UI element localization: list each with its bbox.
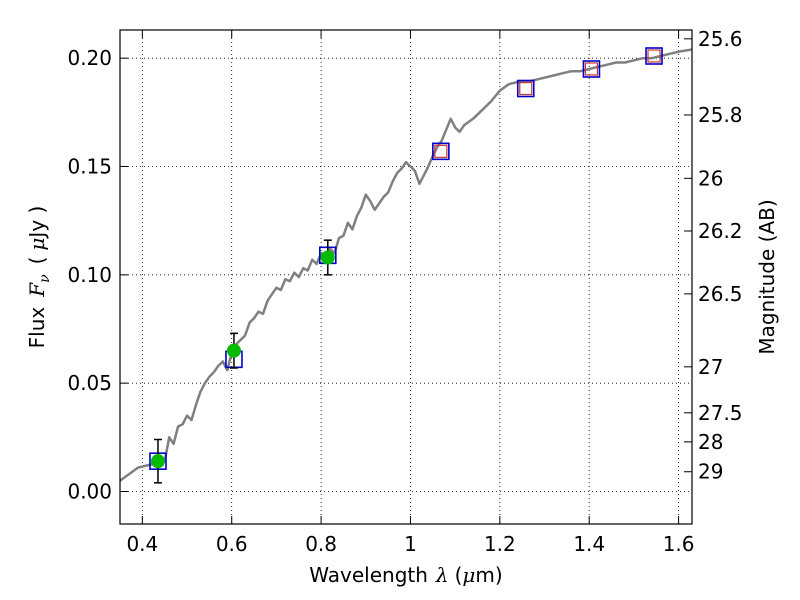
axis-ticks: 0.4 0.6 0.8 1 1.2 1.4 1.6 0.00 0.05 0.10 0.15 0.20 2…	[67, 27, 742, 556]
observed-open-marker	[434, 144, 448, 158]
model-photometry-square	[645, 47, 663, 65]
y-tick-label: 0.20	[67, 46, 112, 70]
y-tick-label: 0.05	[67, 371, 112, 395]
grid	[120, 30, 692, 524]
observed-open-marker	[519, 81, 533, 96]
plot-frame	[119, 29, 693, 525]
y2-tick-label: 25.6	[698, 27, 743, 51]
y-tick-label: 0.10	[67, 263, 112, 287]
model-photometry-square	[582, 60, 601, 78]
y2-tick-label: 25.8	[698, 103, 743, 127]
x-tick-label: 0.4	[126, 532, 158, 556]
model-sed-path	[119, 48, 693, 482]
observed-point	[150, 454, 165, 469]
model-photometry-square	[516, 79, 535, 98]
x-tick-label: 1.6	[663, 532, 695, 556]
x-tick-label: 1	[404, 532, 417, 556]
observed-point	[226, 343, 241, 358]
y-tick-label: 0.15	[67, 155, 112, 179]
model-sed-line	[119, 48, 693, 482]
x-tick-label: 1.2	[484, 532, 516, 556]
observed-point	[320, 250, 335, 265]
y-tick-label: 0.00	[67, 480, 112, 504]
y2-axis-label: Magnitude (AB)	[755, 199, 779, 354]
y2-tick-label: 26	[698, 166, 723, 190]
observed-open-marker	[584, 62, 599, 76]
y2-tick-label: 29	[698, 460, 723, 484]
observed-open-marker	[647, 49, 661, 63]
y2-tick-label: 26.5	[698, 282, 743, 306]
x-tick-label: 1.4	[573, 532, 605, 556]
model-photometry-square	[432, 142, 450, 161]
y2-tick-label: 27.5	[698, 401, 743, 425]
y2-tick-label: 28	[698, 430, 723, 454]
x-tick-label: 0.6	[216, 532, 248, 556]
x-tick-label: 0.8	[305, 532, 337, 556]
x-axis-label: Wavelength λ (μm)	[309, 563, 502, 587]
y2-tick-label: 26.2	[698, 219, 743, 243]
data-points	[149, 47, 663, 484]
y-axis-label: FluxFν(μJy )	[25, 206, 53, 349]
y2-tick-label: 27	[698, 355, 723, 379]
